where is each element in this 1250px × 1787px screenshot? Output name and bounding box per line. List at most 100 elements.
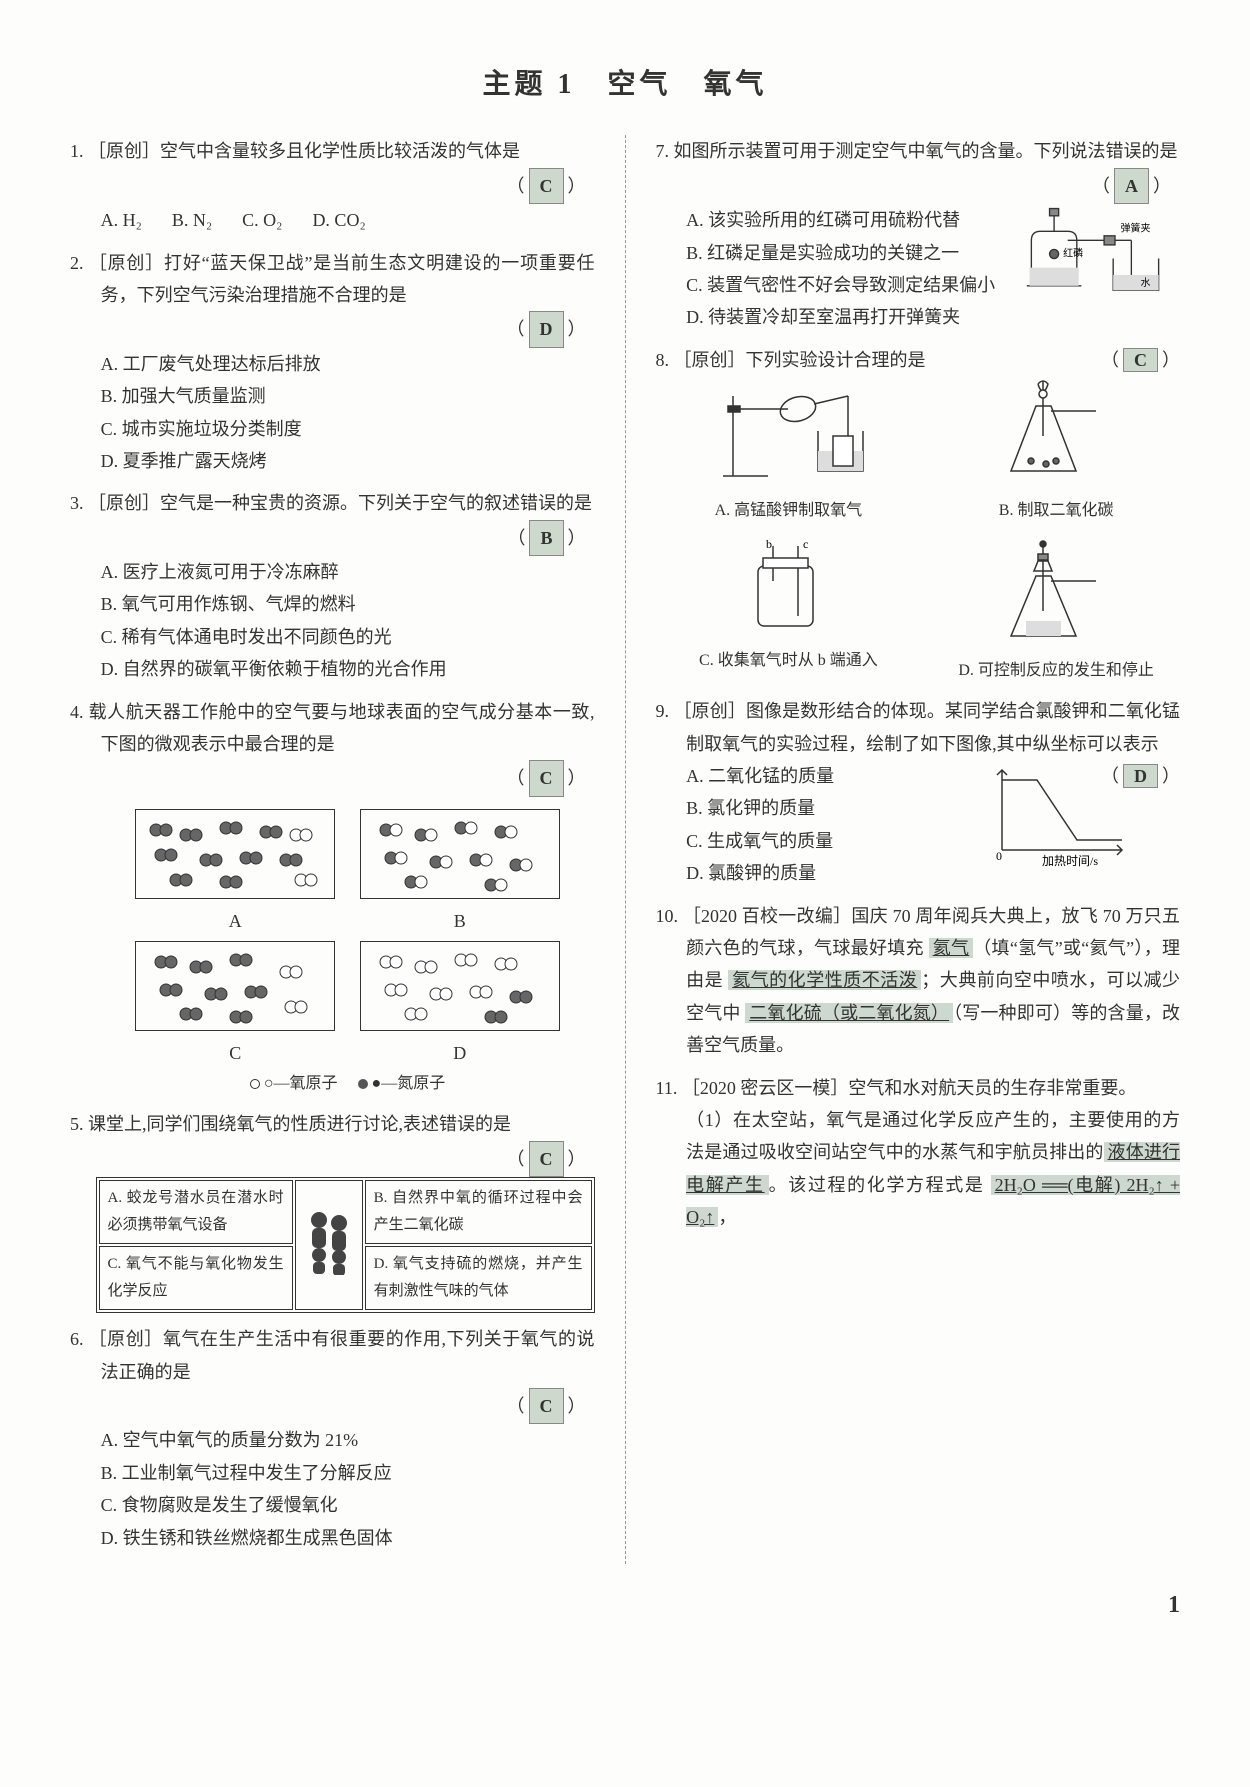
q-num: 10. [656, 906, 679, 926]
exp-label-a: A. 高锰酸钾制取氧气 [672, 497, 904, 526]
question-2: 2. ［原创］打好“蓝天保卫战”是当前生态文明建设的一项重要任务，下列空气污染治… [70, 247, 595, 478]
choice-a: A. 空气中氧气的质量分数为 21% [70, 1424, 595, 1456]
choice-b: B. 加强大气质量监测 [70, 380, 595, 412]
answer-box: A [1114, 168, 1149, 204]
bubble-c: C. 氧气不能与氧化物发生化学反应 [99, 1246, 293, 1310]
q-num: 7. [656, 141, 670, 161]
fill-1: 氦气 [929, 938, 974, 958]
apparatus-c-icon: b c [728, 536, 848, 636]
q-stem-text: 空气是一种宝贵的资源。下列关于空气的叙述错误的是 [160, 493, 592, 513]
discussion-table: A. 蛟龙号潜水员在潜水时必须携带氧气设备 B. 自然界中氧的循环过程中会产生二… [96, 1177, 595, 1313]
question-4: 4. 载人航天器工作舱中的空气要与地球表面的空气成分基本一致,下图的微观表示中最… [70, 696, 595, 1099]
graph: 0 加热时间/s [982, 760, 1132, 880]
apparatus-b-icon [996, 376, 1116, 486]
q-tag: ［原创］ [674, 350, 746, 370]
q-num: 2. [70, 253, 84, 273]
q-num: 8. [656, 350, 670, 370]
particle-box-c [135, 941, 335, 1031]
svg-text:b: b [766, 537, 772, 551]
answer-box: C [529, 760, 564, 796]
q-num: 9. [656, 701, 670, 721]
q-tag: ［原创］ [88, 493, 160, 513]
comma: ， [718, 1207, 736, 1227]
q-num: 4. [70, 702, 84, 722]
exp-label-c: C. 收集氧气时从 b 端通入 [672, 647, 904, 676]
svg-text:弹簧夹: 弹簧夹 [1120, 221, 1150, 234]
q-stem-text: 氧气在生产生活中有很重要的作用,下列关于氧气的说法正确的是 [101, 1329, 595, 1381]
choice-b: B. 工业制氧气过程中发生了分解反应 [70, 1457, 595, 1489]
particle-box-d [360, 941, 560, 1031]
legend-nitrogen: ●—氮原子 [372, 1075, 446, 1092]
svg-text:c: c [803, 537, 808, 551]
people-icon [295, 1180, 363, 1310]
particle-diagram: A [70, 805, 595, 1099]
answer-box: C [1123, 348, 1158, 372]
choice-b: B. 氧气可用作炼钢、气焊的燃料 [70, 588, 595, 620]
label-d: D [350, 1037, 570, 1069]
q-tag: ［原创］ [674, 701, 746, 721]
q-stem-text: 打好“蓝天保卫战”是当前生态文明建设的一项重要任务，下列空气污染治理措施不合理的… [101, 253, 595, 305]
q-num: 11. [656, 1078, 678, 1098]
left-column: 1. ［原创］空气中含量较多且化学性质比较活泼的气体是 （C） A. H₂ B.… [70, 135, 595, 1564]
choice-c: C. 城市实施垃圾分类制度 [70, 413, 595, 445]
q-tag: ［2020 百校一改编］ [683, 906, 852, 926]
page-number: 1 [70, 1584, 1180, 1627]
exp-d: D. 可控制反应的发生和停止 [940, 536, 1172, 686]
question-6: 6. ［原创］氧气在生产生活中有很重要的作用,下列关于氧气的说法正确的是 （C）… [70, 1323, 595, 1554]
choice-c: C. 食物腐败是发生了缓慢氧化 [70, 1489, 595, 1521]
choice-d: D. 夏季推广露天烧烤 [70, 445, 595, 477]
bubble-a: A. 蛟龙号潜水员在潜水时必须携带氧气设备 [99, 1180, 293, 1244]
svg-text:水: 水 [1140, 277, 1150, 289]
apparatus-a-icon [708, 376, 868, 486]
exp-label-b: B. 制取二氧化碳 [940, 497, 1172, 526]
exp-a: A. 高锰酸钾制取氧气 [672, 376, 904, 526]
question-10: 10. ［2020 百校一改编］国庆 70 周年阅兵大典上，放飞 70 万只五颜… [656, 900, 1181, 1062]
q-stem-text: 图像是数形结合的体现。某同学结合氯酸钾和二氧化锰制取氧气的实验过程，绘制了如下图… [686, 701, 1180, 753]
answer-box: C [529, 1141, 564, 1177]
q-stem-text: 载人航天器工作舱中的空气要与地球表面的空气成分基本一致,下图的微观表示中最合理的… [89, 702, 595, 754]
question-1: 1. ［原创］空气中含量较多且化学性质比较活泼的气体是 （C） A. H₂ B.… [70, 135, 595, 236]
fill-2: 氦气的化学性质不活泼 [728, 970, 921, 990]
choice-c: C. O₂ [242, 204, 282, 236]
bubble-b: B. 自然界中氧的循环过程中会产生二氧化碳 [365, 1180, 592, 1244]
q-num: 6. [70, 1329, 84, 1349]
svg-text:加热时间/s: 加热时间/s [1042, 854, 1098, 868]
q-num: 1. [70, 141, 84, 161]
q-stem-text: 课堂上,同学们围绕氧气的性质进行讨论,表述错误的是 [88, 1114, 511, 1134]
label-b: B [350, 905, 570, 937]
bubble-d: D. 氧气支持硫的燃烧，并产生有刺激性气味的气体 [365, 1246, 592, 1310]
exp-c: b c C. 收集氧气时从 b 端通入 [672, 536, 904, 686]
q-tag: ［原创］ [88, 141, 160, 161]
exp-label-d: D. 可控制反应的发生和停止 [940, 657, 1172, 686]
particle-box-b [360, 809, 560, 899]
q-num: 5. [70, 1114, 84, 1134]
column-divider [625, 135, 626, 1564]
phosphorus-apparatus: 弹簧夹 红磷 水 [1010, 204, 1180, 313]
q-stem-text: 空气中含量较多且化学性质比较活泼的气体是 [160, 141, 520, 161]
choice-b: B. N₂ [172, 204, 212, 236]
answer-box: D [529, 311, 564, 347]
label-c: C [125, 1037, 345, 1069]
choice-d: D. CO₂ [312, 204, 365, 236]
legend: ○—氧原子 ●—氮原子 [101, 1070, 595, 1099]
experiment-grid: A. 高锰酸钾制取氧气 B. 制取二氧化碳 [656, 376, 1181, 685]
answer-box: C [529, 1388, 564, 1424]
choice-d: D. 铁生锈和铁丝燃烧都生成黑色固体 [70, 1522, 595, 1554]
label-a: A [125, 905, 345, 937]
question-8: 8. ［原创］下列实验设计合理的是 （C） [656, 344, 1181, 686]
q-num: 3. [70, 493, 84, 513]
fill-3: 二氧化硫（或二氧化氮） [745, 1003, 953, 1023]
q-stem-text: 下列实验设计合理的是 [746, 350, 926, 370]
choice-c: C. 稀有气体通电时发出不同颜色的光 [70, 621, 595, 653]
choice-a: A. 工厂废气处理达标后排放 [70, 348, 595, 380]
particle-box-a [135, 809, 335, 899]
svg-text:0: 0 [996, 849, 1002, 863]
legend-oxygen: ○—氧原子 [264, 1075, 338, 1092]
question-9: 9. ［原创］图像是数形结合的体现。某同学结合氯酸钾和二氧化锰制取氧气的实验过程… [656, 695, 1181, 889]
q-tag: ［原创］ [89, 253, 164, 273]
content-columns: 1. ［原创］空气中含量较多且化学性质比较活泼的气体是 （C） A. H₂ B.… [70, 135, 1180, 1564]
answer-box: B [529, 520, 563, 556]
choice-a: A. 医疗上液氮可用于冷冻麻醉 [70, 556, 595, 588]
answer-box: C [529, 168, 564, 204]
apparatus-d-icon [996, 536, 1116, 646]
